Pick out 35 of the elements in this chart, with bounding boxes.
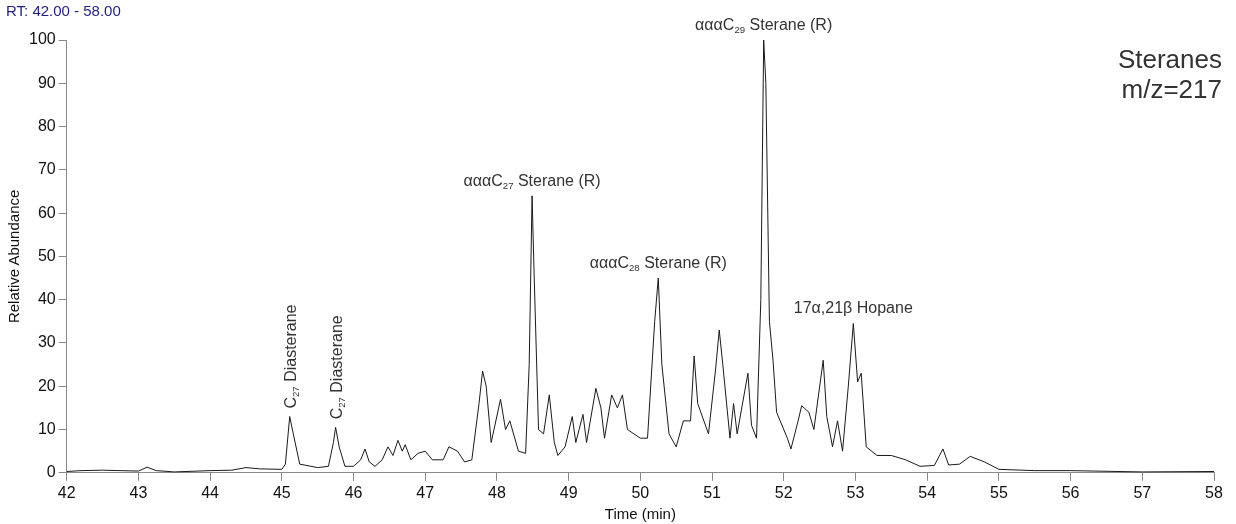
x-tick-label: 51	[703, 483, 722, 501]
x-tick-label: 56	[1061, 483, 1080, 501]
x-axis-title: Time (min)	[604, 505, 676, 523]
x-tick-label: 48	[488, 483, 506, 501]
y-tick-label: 0	[46, 463, 56, 481]
annotation: C27 Diasterane	[281, 304, 301, 409]
y-tick-label: 80	[37, 116, 56, 134]
x-tick-label: 53	[846, 483, 865, 501]
annotation: 17α,21β Hopane	[793, 299, 913, 317]
text: RT: 42.00 - 58.00	[6, 1, 121, 19]
y-tick-label: 30	[37, 333, 56, 351]
y-tick-label: 50	[37, 246, 56, 264]
x-tick-label: 47	[416, 483, 435, 501]
x-tick-label: 45	[272, 483, 291, 501]
y-tick-label: 100	[28, 30, 56, 48]
y-tick-label: 10	[37, 419, 56, 437]
x-tick-label: 52	[774, 483, 793, 501]
x-tick-label: 57	[1133, 483, 1152, 501]
y-tick-label: 90	[37, 73, 56, 91]
x-tick-label: 43	[129, 483, 148, 501]
x-tick-label: 50	[631, 483, 650, 501]
x-tick-label: 46	[344, 483, 363, 501]
annotation: Steranes m/z=217	[1117, 44, 1222, 105]
x-tick-label: 42	[57, 483, 76, 501]
annotation: C27 Diasterane	[327, 315, 347, 420]
x-tick-label: 49	[559, 483, 578, 501]
x-tick-label: 58	[1205, 483, 1223, 501]
x-tick-label: 55	[989, 483, 1008, 501]
x-tick-label: 44	[201, 483, 220, 501]
y-tick-label: 60	[37, 203, 56, 221]
y-tick-label: 20	[37, 376, 56, 394]
y-tick-label: 70	[37, 160, 56, 178]
y-tick-label: 40	[37, 290, 56, 308]
y-axis-title: Relative Abundance	[5, 189, 23, 324]
x-tick-label: 54	[918, 483, 937, 501]
